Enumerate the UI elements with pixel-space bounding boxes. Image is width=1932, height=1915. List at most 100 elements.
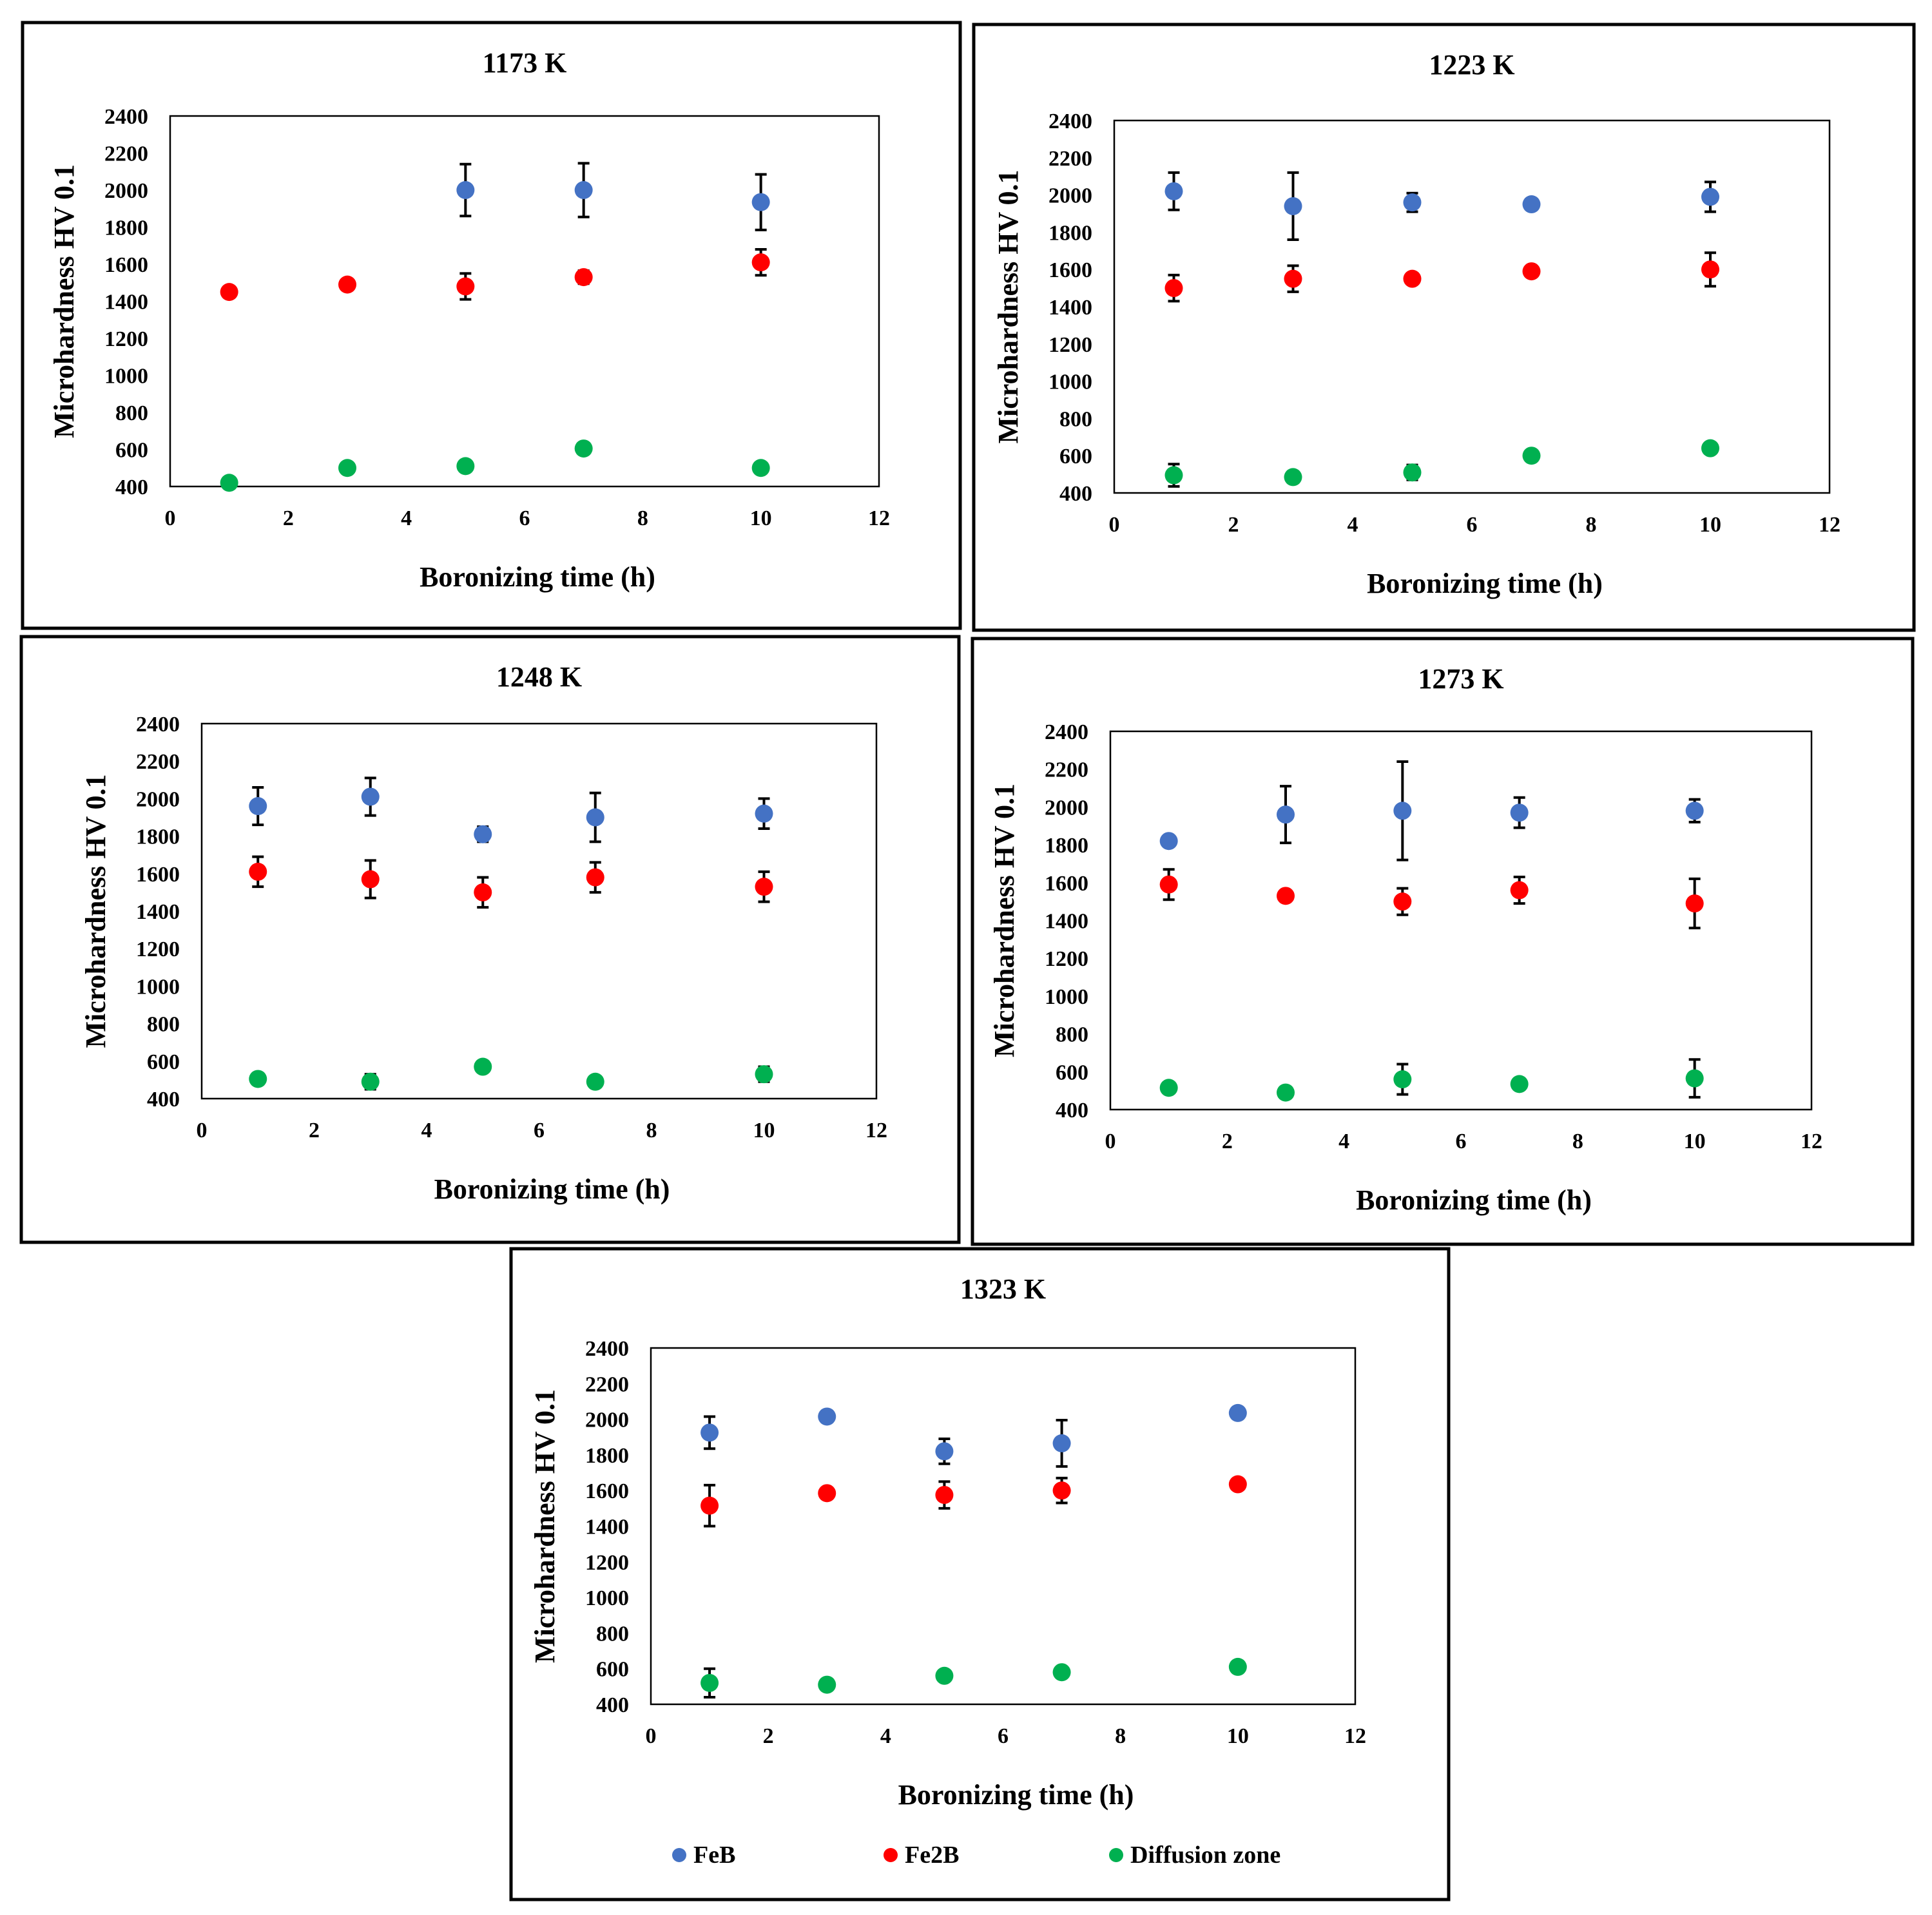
y-axis-title: Microhardness HV 0.1 <box>48 164 80 438</box>
x-axis-title: Boronizing time (h) <box>1367 568 1603 599</box>
y-tick-label: 800 <box>1059 407 1092 431</box>
y-tick-label: 2400 <box>136 713 180 736</box>
legend-label: FeB <box>693 1842 735 1869</box>
data-point <box>1685 802 1704 820</box>
data-point <box>1052 1434 1071 1452</box>
data-point <box>1701 188 1719 206</box>
y-tick-label: 1600 <box>1045 872 1088 896</box>
series-feb <box>456 162 770 231</box>
data-point <box>818 1675 836 1694</box>
data-point <box>1685 1069 1704 1088</box>
series-fe2b <box>220 248 770 302</box>
y-tick-label: 600 <box>147 1050 180 1074</box>
data-point <box>574 181 593 199</box>
data-point <box>1164 279 1183 298</box>
series-feb <box>249 776 773 843</box>
series-feb <box>1159 760 1704 861</box>
x-tick-label: 4 <box>1348 513 1358 537</box>
y-tick-label: 2200 <box>104 142 148 166</box>
data-point <box>474 883 492 901</box>
series-fe2b <box>1159 868 1704 930</box>
x-tick-label: 6 <box>998 1724 1009 1748</box>
y-tick-label: 2000 <box>1045 796 1088 820</box>
y-tick-label: 1400 <box>1045 910 1088 934</box>
legend-label: Fe2B <box>905 1842 959 1869</box>
x-tick-label: 10 <box>750 506 772 530</box>
data-point <box>338 275 356 294</box>
x-tick-label: 8 <box>1586 513 1597 537</box>
legend-marker <box>1109 1848 1123 1862</box>
data-point <box>818 1407 836 1426</box>
y-axis-title: Microhardness HV 0.1 <box>80 775 111 1048</box>
data-point <box>1052 1663 1071 1682</box>
data-point <box>1510 804 1529 822</box>
series-fe2b <box>249 855 773 909</box>
y-tick-label: 1600 <box>136 863 180 887</box>
y-tick-label: 1400 <box>136 900 180 924</box>
data-point <box>456 277 475 296</box>
x-tick-label: 4 <box>880 1724 891 1748</box>
series-diffusion-zone <box>1164 439 1719 488</box>
y-tick-label: 400 <box>147 1088 180 1111</box>
data-point <box>1284 197 1302 215</box>
x-tick-label: 10 <box>753 1119 775 1142</box>
data-point <box>751 253 770 272</box>
data-point <box>755 878 773 896</box>
x-tick-label: 2 <box>763 1724 774 1748</box>
plot-border <box>650 1347 1357 1706</box>
data-point <box>1159 1079 1178 1097</box>
x-tick-label: 2 <box>1228 513 1239 537</box>
y-tick-label: 2200 <box>1048 147 1092 171</box>
data-point <box>818 1484 836 1503</box>
series-fe2b <box>1164 251 1719 303</box>
series-diffusion-zone <box>249 1057 773 1091</box>
series-fe2b <box>700 1475 1247 1528</box>
data-point <box>700 1423 719 1442</box>
data-point <box>1228 1475 1247 1494</box>
y-tick-label: 1400 <box>585 1516 629 1539</box>
y-tick-label: 1200 <box>585 1551 629 1575</box>
legend-marker <box>884 1848 898 1862</box>
chart-title: 1273 K <box>1418 663 1503 695</box>
y-tick-label: 800 <box>147 1013 180 1037</box>
data-point <box>1228 1403 1247 1422</box>
y-tick-label: 1200 <box>104 327 148 351</box>
x-tick-label: 2 <box>309 1119 320 1142</box>
y-tick-label: 1000 <box>104 365 148 389</box>
y-tick-label: 1600 <box>1048 258 1092 282</box>
legend-label: Diffusion zone <box>1130 1842 1280 1869</box>
y-tick-label: 2000 <box>1048 184 1092 208</box>
data-point <box>1159 832 1178 851</box>
y-tick-label: 2000 <box>136 787 180 811</box>
data-point <box>1510 881 1529 900</box>
data-point <box>474 825 492 843</box>
data-point <box>1403 269 1422 288</box>
legend: FeB Fe2B Diffusion zone <box>672 1842 1280 1869</box>
y-tick-label: 2400 <box>1048 110 1092 133</box>
x-tick-label: 12 <box>1801 1130 1822 1153</box>
data-point <box>1522 262 1541 281</box>
y-tick-label: 1800 <box>1045 834 1088 858</box>
data-point <box>1510 1075 1529 1093</box>
y-tick-label: 1600 <box>585 1479 629 1503</box>
y-tick-label: 2200 <box>136 750 180 774</box>
x-tick-label: 6 <box>519 506 530 530</box>
x-tick-label: 10 <box>1684 1130 1706 1153</box>
data-point <box>1701 260 1719 279</box>
data-point <box>220 283 238 302</box>
y-tick-label: 600 <box>1056 1061 1088 1084</box>
y-tick-label: 1400 <box>1048 296 1092 320</box>
x-tick-label: 4 <box>401 506 412 530</box>
y-axis-title: Microhardness HV 0.1 <box>989 784 1020 1057</box>
data-point <box>751 193 770 211</box>
y-tick-label: 1200 <box>1045 947 1088 971</box>
series-feb <box>1164 171 1719 241</box>
y-tick-label: 1200 <box>1048 333 1092 357</box>
data-point <box>1277 805 1295 824</box>
data-point <box>1522 447 1541 465</box>
x-tick-label: 6 <box>1456 1130 1467 1153</box>
y-tick-label: 800 <box>115 401 148 425</box>
x-tick-label: 12 <box>868 506 890 530</box>
x-tick-label: 0 <box>646 1724 657 1748</box>
x-tick-label: 6 <box>1467 513 1478 537</box>
